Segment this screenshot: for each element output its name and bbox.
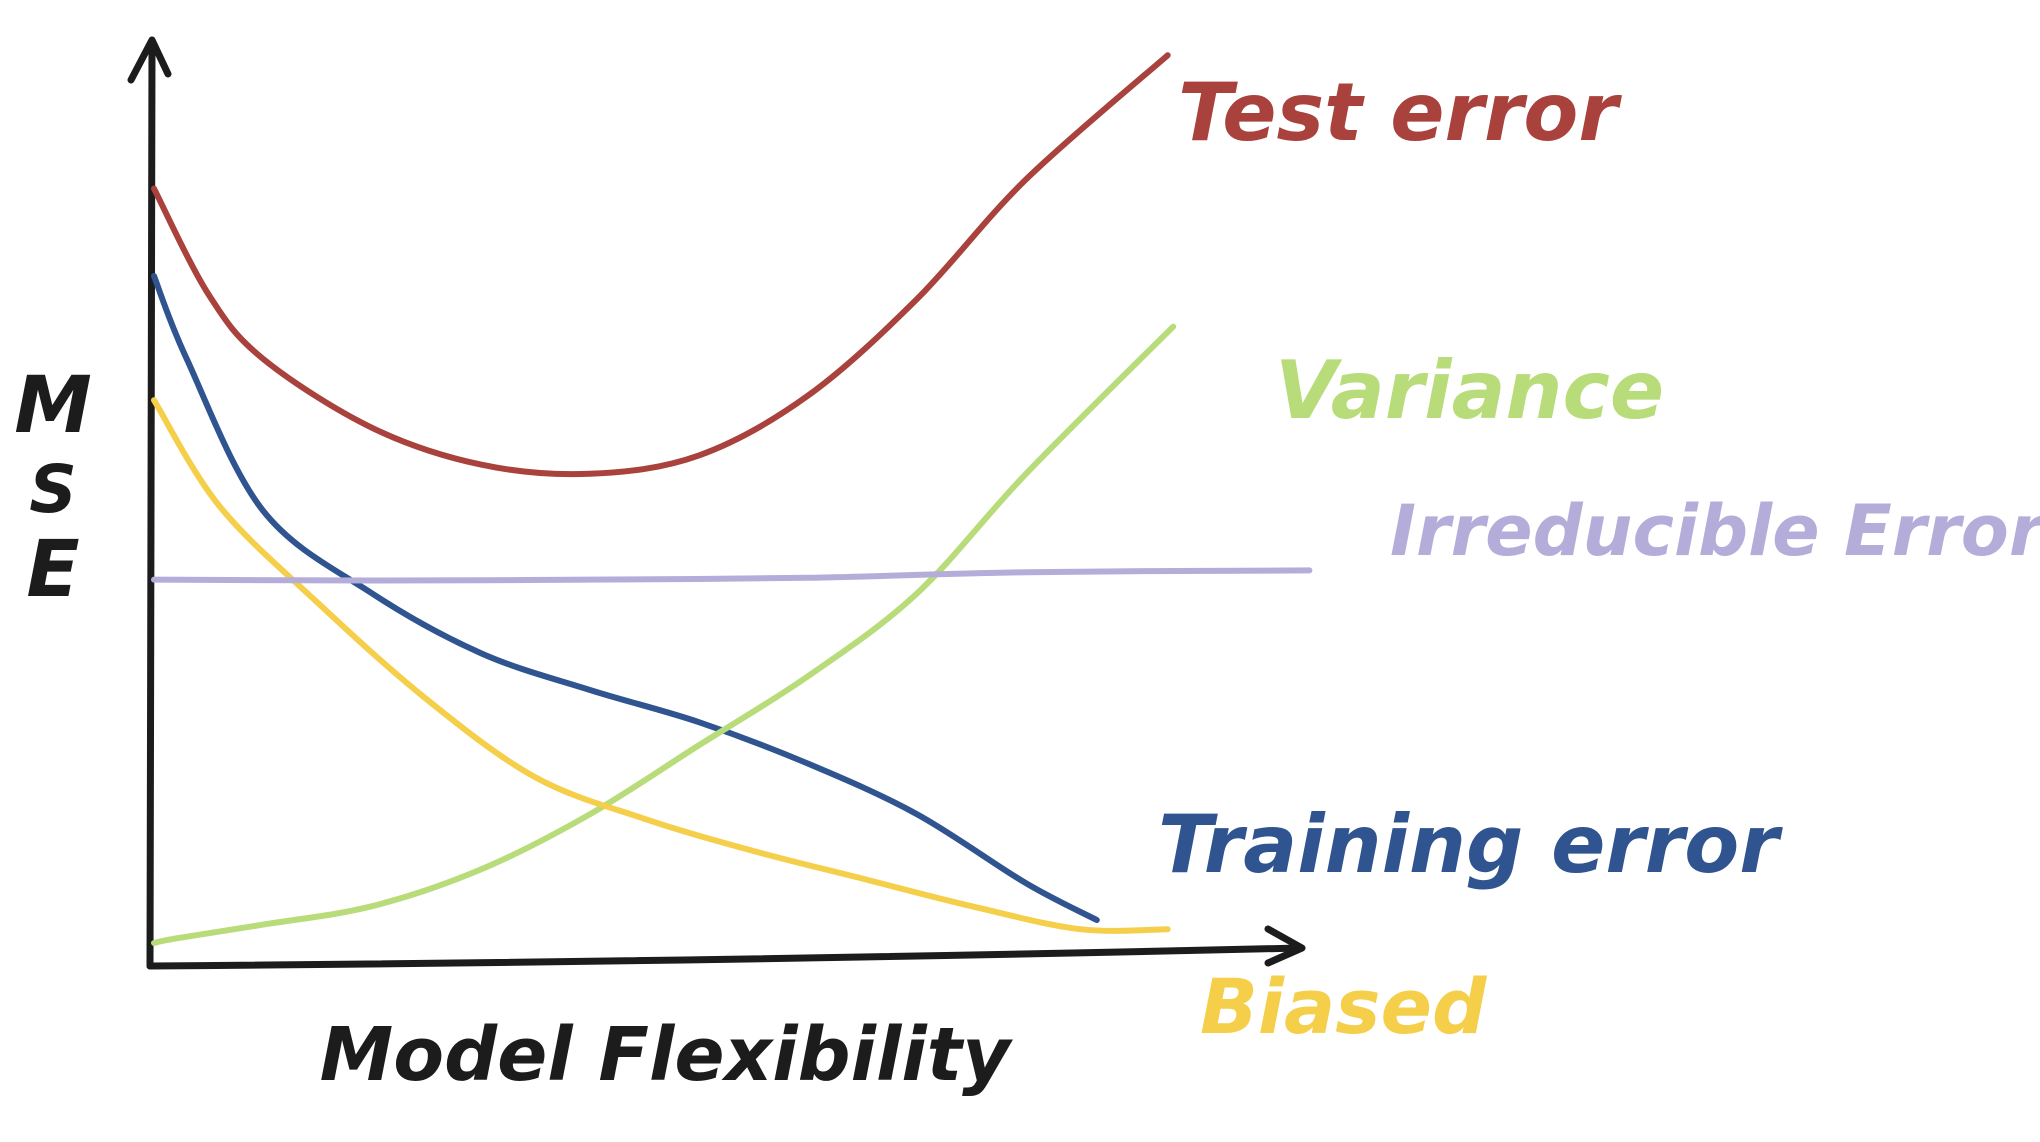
y-axis	[146, 42, 156, 970]
series-line-biased	[151, 397, 1171, 934]
series-line-test-error	[151, 52, 1171, 478]
series-label-biased: Biased	[1200, 962, 1488, 1051]
series-label-test-error: Test error	[1178, 66, 1622, 159]
y-axis-label-letter-s: S	[29, 451, 77, 528]
series-line-irreducible-error	[151, 567, 1313, 584]
series-label-irreducible-error: Irreducible Error	[1390, 490, 2040, 572]
y-axis-label: M S E	[14, 361, 92, 615]
series-line-training-error	[151, 273, 1100, 923]
y-axis-arrowhead	[127, 36, 172, 84]
x-axis-label: Model Flexibility	[320, 1012, 1013, 1098]
y-axis-label-letter-e: E	[26, 525, 79, 615]
series-labels: Test error Training error Variance Biased Ir…	[1158, 66, 2040, 1051]
x-axis	[146, 944, 1304, 970]
series-line-variance	[151, 323, 1177, 946]
axes	[127, 36, 1306, 970]
series-group	[151, 52, 1313, 946]
series-label-variance: Variance	[1275, 344, 1664, 437]
x-axis-arrowhead	[1264, 925, 1306, 967]
y-axis-label-letter-m: M	[14, 361, 92, 451]
series-label-training-error: Training error	[1158, 798, 1783, 891]
